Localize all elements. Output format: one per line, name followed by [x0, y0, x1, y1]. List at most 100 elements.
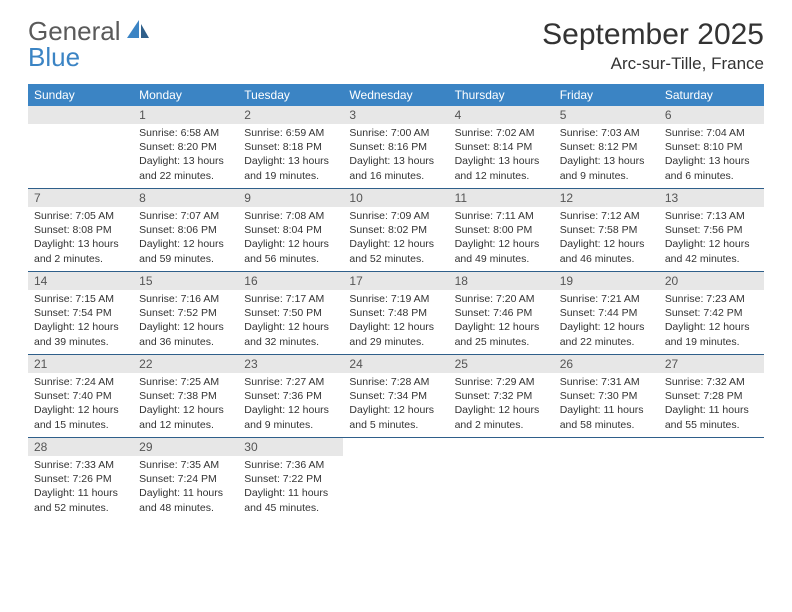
day-number: 22 [133, 355, 238, 373]
day-details: Sunrise: 7:23 AMSunset: 7:42 PMDaylight:… [659, 290, 764, 353]
day-number: 2 [238, 106, 343, 124]
brand-word1: General [28, 18, 121, 44]
detail-line: Daylight: 12 hours [244, 320, 337, 334]
day-cell: 19Sunrise: 7:21 AMSunset: 7:44 PMDayligh… [554, 272, 659, 354]
day-cell: 20Sunrise: 7:23 AMSunset: 7:42 PMDayligh… [659, 272, 764, 354]
day-cell: 16Sunrise: 7:17 AMSunset: 7:50 PMDayligh… [238, 272, 343, 354]
day-cell: 3Sunrise: 7:00 AMSunset: 8:16 PMDaylight… [343, 106, 448, 188]
day-cell: 27Sunrise: 7:32 AMSunset: 7:28 PMDayligh… [659, 355, 764, 437]
day-cell: 25Sunrise: 7:29 AMSunset: 7:32 PMDayligh… [449, 355, 554, 437]
detail-line: Sunset: 7:58 PM [560, 223, 653, 237]
detail-line: Daylight: 13 hours [455, 154, 548, 168]
detail-line: Daylight: 12 hours [244, 237, 337, 251]
day-number: 4 [449, 106, 554, 124]
detail-line: Sunrise: 7:04 AM [665, 126, 758, 140]
day-cell: 12Sunrise: 7:12 AMSunset: 7:58 PMDayligh… [554, 189, 659, 271]
day-number: 15 [133, 272, 238, 290]
detail-line: Sunset: 8:12 PM [560, 140, 653, 154]
detail-line: Sunrise: 7:29 AM [455, 375, 548, 389]
day-details [449, 456, 554, 462]
day-cell: 22Sunrise: 7:25 AMSunset: 7:38 PMDayligh… [133, 355, 238, 437]
day-details [659, 456, 764, 462]
detail-line: and 19 minutes. [244, 169, 337, 183]
location: Arc-sur-Tille, France [542, 54, 764, 74]
detail-line: Sunrise: 7:24 AM [34, 375, 127, 389]
day-number: 17 [343, 272, 448, 290]
detail-line: Daylight: 11 hours [139, 486, 232, 500]
day-details: Sunrise: 7:13 AMSunset: 7:56 PMDaylight:… [659, 207, 764, 270]
detail-line: and 32 minutes. [244, 335, 337, 349]
detail-line: Sunrise: 7:13 AM [665, 209, 758, 223]
detail-line: Sunset: 7:56 PM [665, 223, 758, 237]
day-number [659, 438, 764, 456]
day-details: Sunrise: 7:21 AMSunset: 7:44 PMDaylight:… [554, 290, 659, 353]
detail-line: Daylight: 13 hours [34, 237, 127, 251]
day-number [343, 438, 448, 456]
detail-line: Sunset: 7:34 PM [349, 389, 442, 403]
day-cell: 10Sunrise: 7:09 AMSunset: 8:02 PMDayligh… [343, 189, 448, 271]
detail-line: and 12 minutes. [455, 169, 548, 183]
detail-line: and 2 minutes. [34, 252, 127, 266]
detail-line: Daylight: 12 hours [455, 237, 548, 251]
day-number: 7 [28, 189, 133, 207]
detail-line: and 9 minutes. [244, 418, 337, 432]
detail-line: Sunset: 7:50 PM [244, 306, 337, 320]
day-details: Sunrise: 7:08 AMSunset: 8:04 PMDaylight:… [238, 207, 343, 270]
day-cell: 9Sunrise: 7:08 AMSunset: 8:04 PMDaylight… [238, 189, 343, 271]
detail-line: Daylight: 13 hours [349, 154, 442, 168]
detail-line: and 59 minutes. [139, 252, 232, 266]
detail-line: and 42 minutes. [665, 252, 758, 266]
dow-thursday: Thursday [449, 84, 554, 106]
detail-line: Sunrise: 7:17 AM [244, 292, 337, 306]
day-number: 12 [554, 189, 659, 207]
day-details: Sunrise: 7:33 AMSunset: 7:26 PMDaylight:… [28, 456, 133, 519]
header: General September 2025 Arc-sur-Tille, Fr… [28, 18, 764, 74]
detail-line: and 46 minutes. [560, 252, 653, 266]
day-details: Sunrise: 7:17 AMSunset: 7:50 PMDaylight:… [238, 290, 343, 353]
day-details: Sunrise: 7:27 AMSunset: 7:36 PMDaylight:… [238, 373, 343, 436]
dow-saturday: Saturday [659, 84, 764, 106]
detail-line: Daylight: 12 hours [139, 320, 232, 334]
detail-line: Sunset: 7:48 PM [349, 306, 442, 320]
day-cell: 13Sunrise: 7:13 AMSunset: 7:56 PMDayligh… [659, 189, 764, 271]
day-number: 29 [133, 438, 238, 456]
dow-sunday: Sunday [28, 84, 133, 106]
brand-word2: Blue [28, 42, 80, 73]
detail-line: and 22 minutes. [139, 169, 232, 183]
detail-line: Sunrise: 7:16 AM [139, 292, 232, 306]
detail-line: Daylight: 12 hours [665, 320, 758, 334]
detail-line: Sunset: 7:32 PM [455, 389, 548, 403]
day-cell [659, 438, 764, 520]
detail-line: Sunrise: 7:28 AM [349, 375, 442, 389]
day-details: Sunrise: 6:58 AMSunset: 8:20 PMDaylight:… [133, 124, 238, 187]
day-cell: 24Sunrise: 7:28 AMSunset: 7:34 PMDayligh… [343, 355, 448, 437]
detail-line: Sunset: 7:54 PM [34, 306, 127, 320]
detail-line: Daylight: 12 hours [139, 237, 232, 251]
detail-line: Daylight: 13 hours [244, 154, 337, 168]
detail-line: Sunset: 8:06 PM [139, 223, 232, 237]
day-details: Sunrise: 7:35 AMSunset: 7:24 PMDaylight:… [133, 456, 238, 519]
day-number: 6 [659, 106, 764, 124]
week-row: 7Sunrise: 7:05 AMSunset: 8:08 PMDaylight… [28, 189, 764, 272]
detail-line: and 6 minutes. [665, 169, 758, 183]
day-number: 20 [659, 272, 764, 290]
detail-line: Daylight: 12 hours [455, 320, 548, 334]
day-number [554, 438, 659, 456]
day-details: Sunrise: 7:15 AMSunset: 7:54 PMDaylight:… [28, 290, 133, 353]
detail-line: Sunrise: 7:21 AM [560, 292, 653, 306]
day-cell: 11Sunrise: 7:11 AMSunset: 8:00 PMDayligh… [449, 189, 554, 271]
day-cell: 17Sunrise: 7:19 AMSunset: 7:48 PMDayligh… [343, 272, 448, 354]
day-details: Sunrise: 6:59 AMSunset: 8:18 PMDaylight:… [238, 124, 343, 187]
detail-line: Sunset: 7:52 PM [139, 306, 232, 320]
day-details: Sunrise: 7:05 AMSunset: 8:08 PMDaylight:… [28, 207, 133, 270]
detail-line: and 55 minutes. [665, 418, 758, 432]
day-number: 28 [28, 438, 133, 456]
week-row: 28Sunrise: 7:33 AMSunset: 7:26 PMDayligh… [28, 438, 764, 520]
detail-line: Sunset: 8:14 PM [455, 140, 548, 154]
detail-line: and 36 minutes. [139, 335, 232, 349]
day-number: 18 [449, 272, 554, 290]
day-number: 24 [343, 355, 448, 373]
day-details [28, 124, 133, 130]
detail-line: and 5 minutes. [349, 418, 442, 432]
day-details: Sunrise: 7:36 AMSunset: 7:22 PMDaylight:… [238, 456, 343, 519]
